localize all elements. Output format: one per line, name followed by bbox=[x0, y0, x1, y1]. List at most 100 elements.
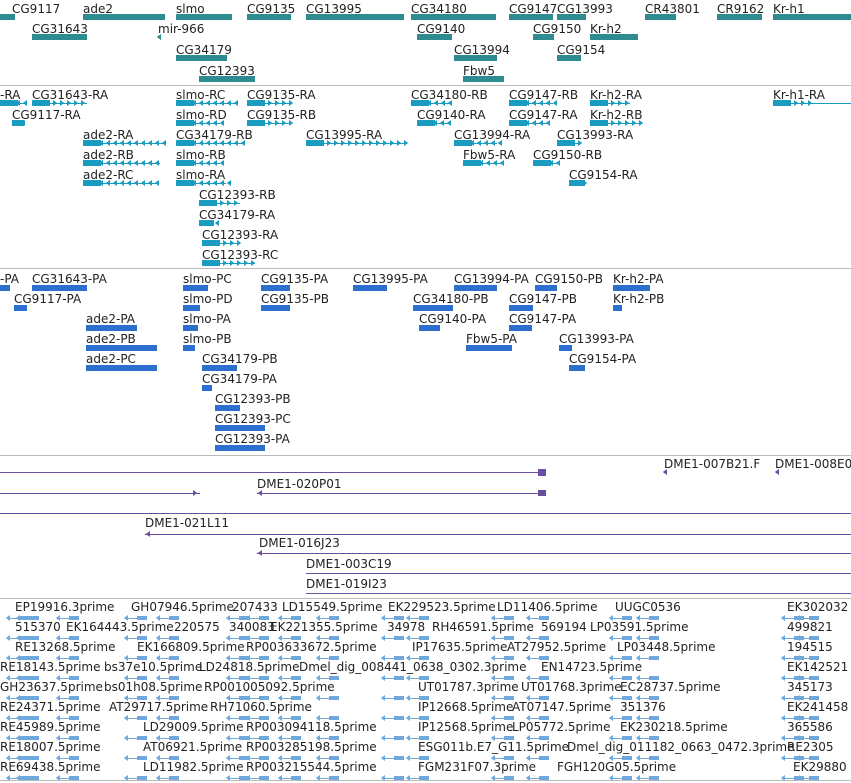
transcript-glyph[interactable] bbox=[268, 100, 273, 106]
transcript-label[interactable]: slmo-RC bbox=[176, 88, 226, 102]
est-glyph[interactable] bbox=[155, 655, 160, 661]
gene-label[interactable]: Kr-h1 bbox=[773, 2, 805, 16]
protein-label[interactable]: CG31643-PA bbox=[32, 272, 107, 286]
gene-label[interactable]: ade2 bbox=[83, 2, 113, 16]
est-glyph[interactable] bbox=[250, 618, 264, 619]
est-label[interactable]: EK302032 bbox=[787, 600, 849, 614]
protein-glyph[interactable] bbox=[353, 285, 387, 291]
est-glyph[interactable] bbox=[405, 635, 410, 641]
est-glyph[interactable] bbox=[160, 738, 174, 739]
transcript-label[interactable]: CG34179-RA bbox=[199, 208, 276, 222]
est-glyph[interactable] bbox=[15, 755, 20, 761]
est-glyph[interactable] bbox=[155, 635, 160, 641]
est-glyph[interactable] bbox=[291, 696, 301, 700]
transcript-glyph[interactable] bbox=[119, 160, 124, 166]
est-glyph[interactable] bbox=[69, 636, 79, 640]
est-glyph[interactable] bbox=[277, 735, 282, 741]
transcript-label[interactable]: CG34179-RB bbox=[176, 128, 253, 142]
est-glyph[interactable] bbox=[640, 638, 654, 639]
est-glyph[interactable] bbox=[315, 715, 320, 721]
est-glyph[interactable] bbox=[525, 635, 530, 641]
transcript-glyph[interactable] bbox=[533, 160, 551, 166]
est-glyph[interactable] bbox=[137, 636, 147, 640]
est-glyph[interactable] bbox=[800, 658, 814, 659]
est-glyph[interactable] bbox=[291, 776, 301, 780]
est-glyph[interactable] bbox=[20, 778, 34, 779]
transcript-label[interactable]: CG12393-RA bbox=[202, 228, 279, 242]
est-glyph[interactable] bbox=[15, 715, 20, 721]
est-glyph[interactable] bbox=[385, 638, 399, 639]
est-glyph[interactable] bbox=[385, 618, 399, 619]
transcript-glyph[interactable] bbox=[334, 140, 339, 146]
protein-glyph[interactable] bbox=[183, 325, 198, 331]
est-glyph[interactable] bbox=[137, 736, 147, 740]
est-glyph[interactable] bbox=[495, 698, 509, 699]
transcript-glyph[interactable] bbox=[214, 220, 219, 226]
transcript-label[interactable]: CG9147-RB bbox=[509, 88, 579, 102]
est-glyph[interactable] bbox=[795, 635, 800, 641]
est-glyph[interactable] bbox=[495, 778, 509, 779]
est-glyph[interactable] bbox=[5, 615, 10, 621]
est-label[interactable]: LD15549.5prime bbox=[282, 600, 383, 614]
est-glyph[interactable] bbox=[169, 736, 179, 740]
est-glyph[interactable] bbox=[385, 718, 399, 719]
est-label[interactable]: EP19916.3prime bbox=[15, 600, 115, 614]
est-glyph[interactable] bbox=[250, 778, 264, 779]
est-glyph[interactable] bbox=[282, 778, 296, 779]
est-glyph[interactable] bbox=[291, 676, 301, 680]
est-glyph[interactable] bbox=[795, 675, 800, 681]
est-glyph[interactable] bbox=[394, 776, 404, 780]
protein-glyph[interactable] bbox=[202, 365, 237, 371]
est-glyph[interactable] bbox=[320, 618, 334, 619]
est-glyph[interactable] bbox=[277, 615, 282, 621]
transcript-label[interactable]: Kr-h2-RB bbox=[590, 108, 643, 122]
est-glyph[interactable] bbox=[245, 755, 250, 761]
clone-label[interactable]: DME1-016J23 bbox=[259, 536, 340, 550]
est-glyph[interactable] bbox=[795, 615, 800, 621]
transcript-glyph[interactable] bbox=[205, 120, 210, 126]
transcript-glyph[interactable] bbox=[176, 163, 220, 164]
est-glyph[interactable] bbox=[608, 635, 613, 641]
est-glyph[interactable] bbox=[530, 758, 544, 759]
gene-glyph[interactable] bbox=[83, 14, 165, 20]
est-glyph[interactable] bbox=[530, 638, 544, 639]
clone-glyph[interactable] bbox=[0, 513, 851, 514]
est-glyph[interactable] bbox=[20, 698, 34, 699]
clone-glyph[interactable] bbox=[193, 490, 198, 496]
est-glyph[interactable] bbox=[780, 615, 785, 621]
est-glyph[interactable] bbox=[419, 696, 429, 700]
est-glyph[interactable] bbox=[320, 738, 334, 739]
est-glyph[interactable] bbox=[785, 778, 799, 779]
protein-label[interactable]: slmo-PD bbox=[183, 292, 233, 306]
est-glyph[interactable] bbox=[250, 738, 264, 739]
est-glyph[interactable] bbox=[169, 676, 179, 680]
transcript-glyph[interactable] bbox=[569, 180, 585, 186]
est-glyph[interactable] bbox=[277, 775, 282, 781]
protein-label[interactable]: slmo-PA bbox=[183, 312, 231, 326]
est-glyph[interactable] bbox=[613, 778, 627, 779]
transcript-label[interactable]: ade2-RA bbox=[83, 128, 134, 142]
transcript-label[interactable]: ade2-RC bbox=[83, 168, 134, 182]
protein-glyph[interactable] bbox=[202, 385, 212, 391]
est-glyph[interactable] bbox=[394, 656, 404, 660]
clone-label[interactable]: DME1-007B21.F bbox=[664, 457, 761, 471]
est-glyph[interactable] bbox=[5, 695, 10, 701]
clone-glyph[interactable] bbox=[0, 493, 200, 494]
transcript-glyph[interactable] bbox=[226, 140, 231, 146]
est-glyph[interactable] bbox=[419, 616, 429, 620]
est-glyph[interactable] bbox=[640, 678, 654, 679]
est-glyph[interactable] bbox=[315, 635, 320, 641]
est-glyph[interactable] bbox=[225, 635, 230, 641]
est-label[interactable]: AT29717.5prime bbox=[109, 700, 209, 714]
est-glyph[interactable] bbox=[230, 758, 244, 759]
est-glyph[interactable] bbox=[250, 638, 264, 639]
est-glyph[interactable] bbox=[5, 715, 10, 721]
protein-glyph[interactable] bbox=[454, 285, 497, 291]
est-glyph[interactable] bbox=[380, 755, 385, 761]
transcript-glyph[interactable] bbox=[226, 100, 231, 106]
est-glyph[interactable] bbox=[622, 696, 632, 700]
transcript-label[interactable]: CG13994-RA bbox=[454, 128, 531, 142]
est-label[interactable]: RH46591.5prime bbox=[432, 620, 534, 634]
est-glyph[interactable] bbox=[495, 758, 509, 759]
transcript-glyph[interactable] bbox=[126, 160, 131, 166]
